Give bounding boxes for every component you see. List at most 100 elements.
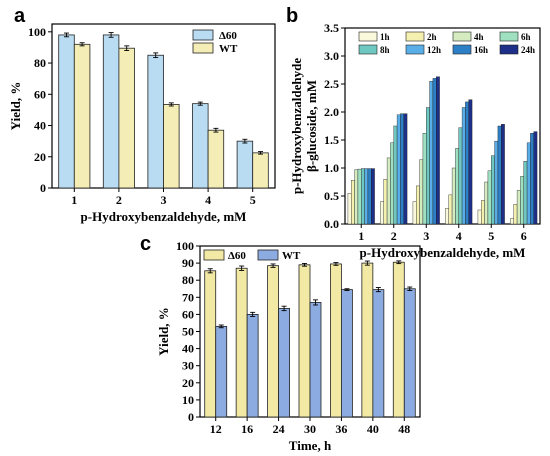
x-tick-label-c: 16 (241, 422, 253, 436)
bar-c-WT-30 (309, 302, 322, 418)
bar-b-4h-5 (484, 181, 489, 225)
legend-label-b: 24h (521, 45, 535, 55)
y-tick-label-b: 3.0 (324, 49, 339, 63)
legend-swatch-b (452, 31, 472, 42)
legend-swatch-b (405, 31, 425, 42)
bar-b-6h-2 (390, 142, 394, 225)
bar-a-60-1 (58, 34, 75, 189)
y-tick-label-a: 80 (34, 56, 46, 70)
bar-b-1h-1 (347, 192, 352, 225)
bar-c-60-48 (392, 261, 405, 418)
bar-a-WT-3 (163, 104, 180, 189)
x-tick-label-b: 2 (391, 229, 397, 243)
x-tick-label-a: 3 (161, 193, 167, 207)
bar-b-4h-3 (419, 159, 424, 225)
bar-c-60-12 (204, 270, 217, 418)
bar-b-2h-6 (513, 204, 518, 225)
bar-b-24h-1 (371, 168, 375, 225)
bar-b-24h-5 (501, 124, 505, 225)
legend-swatch-c (203, 249, 225, 261)
y-tick-label-b: 2.5 (324, 77, 339, 91)
x-tick-label-b: 5 (488, 229, 494, 243)
bar-b-2h-5 (481, 200, 485, 225)
x-tick-label-c: 12 (210, 422, 222, 436)
bar-b-16h-4 (465, 101, 469, 225)
bar-b-1h-5 (477, 209, 482, 225)
bar-b-12h-1 (364, 168, 369, 225)
bar-b-8h-3 (426, 107, 430, 225)
x-tick-label-b: 6 (521, 229, 527, 243)
bar-a-WT-4 (207, 129, 225, 189)
bar-b-8h-4 (458, 127, 463, 225)
y-axis-title-a: Yield, % (8, 82, 23, 131)
bar-c-WT-48 (403, 288, 416, 418)
bar-b-12h-2 (396, 114, 401, 225)
bar-b-2h-1 (351, 180, 355, 225)
x-tick-label-c: 24 (273, 422, 285, 436)
bar-a-WT-2 (118, 47, 135, 189)
y-tick-label-a: 60 (34, 87, 46, 101)
plot-frame-b (344, 27, 541, 225)
bar-b-4h-4 (451, 167, 456, 225)
bar-b-6h-5 (487, 170, 492, 225)
bar-b-6h-6 (520, 176, 524, 225)
bar-b-4h-6 (516, 190, 521, 225)
bar-c-60-16 (235, 267, 248, 418)
bar-c-WT-16 (246, 313, 259, 418)
y-tick-label-c: 60 (182, 307, 194, 321)
y-tick-label-c: 90 (182, 256, 194, 270)
chart-panel-a: 0 20 40 60 80 100 1 2 3 4 5p-Hydroxybenzaldehyde, … (8, 23, 276, 224)
bar-c-60-30 (298, 264, 311, 418)
bar-a-60-4 (192, 103, 209, 189)
panel-label-c: c (140, 233, 151, 255)
legend-swatch-b (452, 44, 472, 55)
bar-a-WT-5 (252, 152, 269, 189)
legend-label-c: Δ60 (228, 250, 246, 262)
legend-swatch-b (499, 31, 519, 42)
bar-b-24h-3 (436, 76, 440, 225)
bar-b-2h-4 (448, 194, 453, 225)
bar-b-4h-2 (386, 157, 391, 225)
legend-label-b: 4h (474, 32, 484, 42)
x-axis-title-a: p-Hydroxybenzaldehyde, mM (81, 209, 247, 224)
bar-b-12h-4 (461, 107, 466, 225)
bar-b-24h-6 (533, 131, 538, 225)
y-tick-label-a: 40 (34, 119, 46, 133)
bar-b-1h-3 (412, 201, 417, 225)
legend-swatch-b (358, 44, 378, 55)
chart-panel-c: 0 10 20 30 40 50 60 70 80 90 100 12 16 24 30 36 40 48 Time… (156, 239, 421, 453)
x-tick-label-a: 4 (205, 193, 211, 207)
legend-label-b: 6h (521, 32, 531, 42)
y-axis-title-c: Yield, % (156, 307, 171, 356)
legend-swatch-b (358, 31, 378, 42)
y-tick-label-b: 0.5 (324, 189, 339, 203)
bar-c-WT-24 (278, 308, 290, 418)
y-tick-label-a: 100 (28, 25, 46, 39)
x-axis-title-b: p-Hydroxybenzaldehyde, mM (360, 245, 526, 260)
legend-swatch-a (192, 42, 214, 54)
x-tick-label-a: 5 (250, 193, 256, 207)
bar-b-8h-2 (393, 125, 398, 225)
bar-a-60-2 (102, 34, 120, 189)
legend-swatch-c (257, 249, 279, 261)
bar-b-1h-2 (380, 201, 384, 225)
y-tick-label-c: 100 (176, 239, 194, 253)
bar-b-8h-5 (491, 155, 495, 225)
legend-label-a: WT (219, 43, 238, 55)
legend-label-b: 8h (380, 45, 390, 55)
bar-c-60-36 (330, 263, 342, 418)
bar-b-16h-3 (432, 78, 437, 225)
x-axis-title-c: Time, h (289, 438, 332, 453)
y-tick-label-c: 40 (182, 342, 194, 356)
y-tick-label-a: 0 (40, 181, 46, 195)
bar-c-WT-40 (372, 289, 385, 418)
y-tick-label-c: 70 (182, 290, 194, 304)
y-tick-label-c: 20 (182, 376, 194, 390)
bar-b-12h-5 (494, 140, 499, 225)
bar-b-8h-6 (523, 161, 528, 225)
bar-a-60-5 (236, 140, 254, 189)
bar-b-6h-1 (357, 168, 362, 225)
bar-c-60-40 (361, 262, 374, 418)
x-tick-label-b: 1 (358, 229, 364, 243)
